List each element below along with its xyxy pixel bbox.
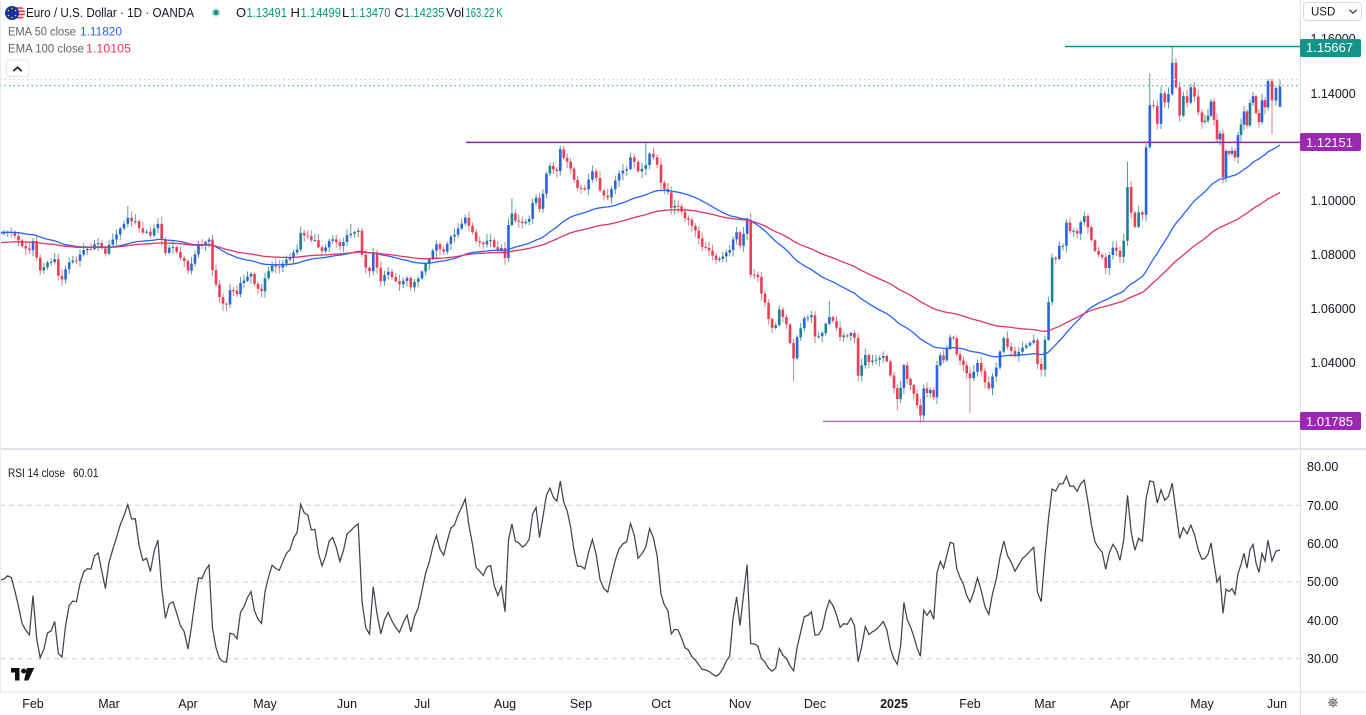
svg-text:Apr: Apr [178, 697, 197, 711]
svg-text:1.10000: 1.10000 [1311, 194, 1356, 208]
svg-text:Mar: Mar [98, 697, 120, 711]
svg-text:2025: 2025 [880, 697, 908, 711]
svg-text:60.01: 60.01 [73, 466, 99, 480]
svg-text:1.01785: 1.01785 [1306, 414, 1353, 429]
svg-text:Euro / U.S. Dollar · 1D · OAND: Euro / U.S. Dollar · 1D · OANDA [26, 5, 194, 20]
svg-text:May: May [1190, 697, 1214, 711]
svg-text:Jul: Jul [414, 697, 430, 711]
svg-text:Oct: Oct [651, 697, 671, 711]
svg-text:1.08000: 1.08000 [1311, 248, 1356, 262]
svg-text:1.06000: 1.06000 [1311, 302, 1356, 316]
svg-text:40.00: 40.00 [1307, 614, 1338, 628]
svg-text:30.00: 30.00 [1307, 652, 1338, 666]
svg-text:Feb: Feb [959, 697, 981, 711]
svg-text:USD: USD [1311, 7, 1335, 19]
svg-text:Apr: Apr [1110, 697, 1129, 711]
svg-text:1.13470: 1.13470 [350, 5, 391, 20]
svg-text:H: H [291, 5, 300, 20]
svg-text:L: L [342, 5, 349, 20]
svg-text:C: C [395, 5, 404, 20]
svg-text:Jun: Jun [1267, 697, 1287, 711]
svg-text:Jun: Jun [337, 697, 357, 711]
svg-text:1.10105: 1.10105 [86, 42, 131, 56]
svg-text:1.15667: 1.15667 [1306, 40, 1353, 55]
svg-text:1.12151: 1.12151 [1306, 135, 1353, 150]
svg-text:Mar: Mar [1034, 697, 1056, 711]
svg-text:May: May [253, 697, 277, 711]
svg-text:RSI 14 close: RSI 14 close [8, 466, 65, 480]
svg-text:1.14235: 1.14235 [404, 5, 445, 20]
svg-text:EMA 100 close: EMA 100 close [8, 42, 84, 56]
svg-text:EMA 50 close: EMA 50 close [8, 25, 76, 39]
svg-text:70.00: 70.00 [1307, 499, 1338, 513]
svg-text:O: O [236, 5, 246, 20]
svg-text:1.14499: 1.14499 [301, 5, 342, 20]
svg-text:Nov: Nov [729, 697, 752, 711]
svg-text:Feb: Feb [22, 697, 44, 711]
svg-text:80.00: 80.00 [1307, 460, 1338, 474]
svg-text:1.13491: 1.13491 [247, 5, 288, 20]
svg-text:Dec: Dec [804, 697, 826, 711]
svg-text:Sep: Sep [570, 697, 592, 711]
svg-text:1.04000: 1.04000 [1311, 356, 1356, 370]
svg-text:1.11820: 1.11820 [80, 25, 122, 39]
svg-text:50.00: 50.00 [1307, 575, 1338, 589]
svg-text:60.00: 60.00 [1307, 537, 1338, 551]
svg-text:1.14000: 1.14000 [1311, 87, 1356, 101]
svg-text:Vol: Vol [446, 5, 464, 20]
svg-text:163.22 K: 163.22 K [466, 5, 503, 20]
svg-text:Aug: Aug [494, 697, 516, 711]
